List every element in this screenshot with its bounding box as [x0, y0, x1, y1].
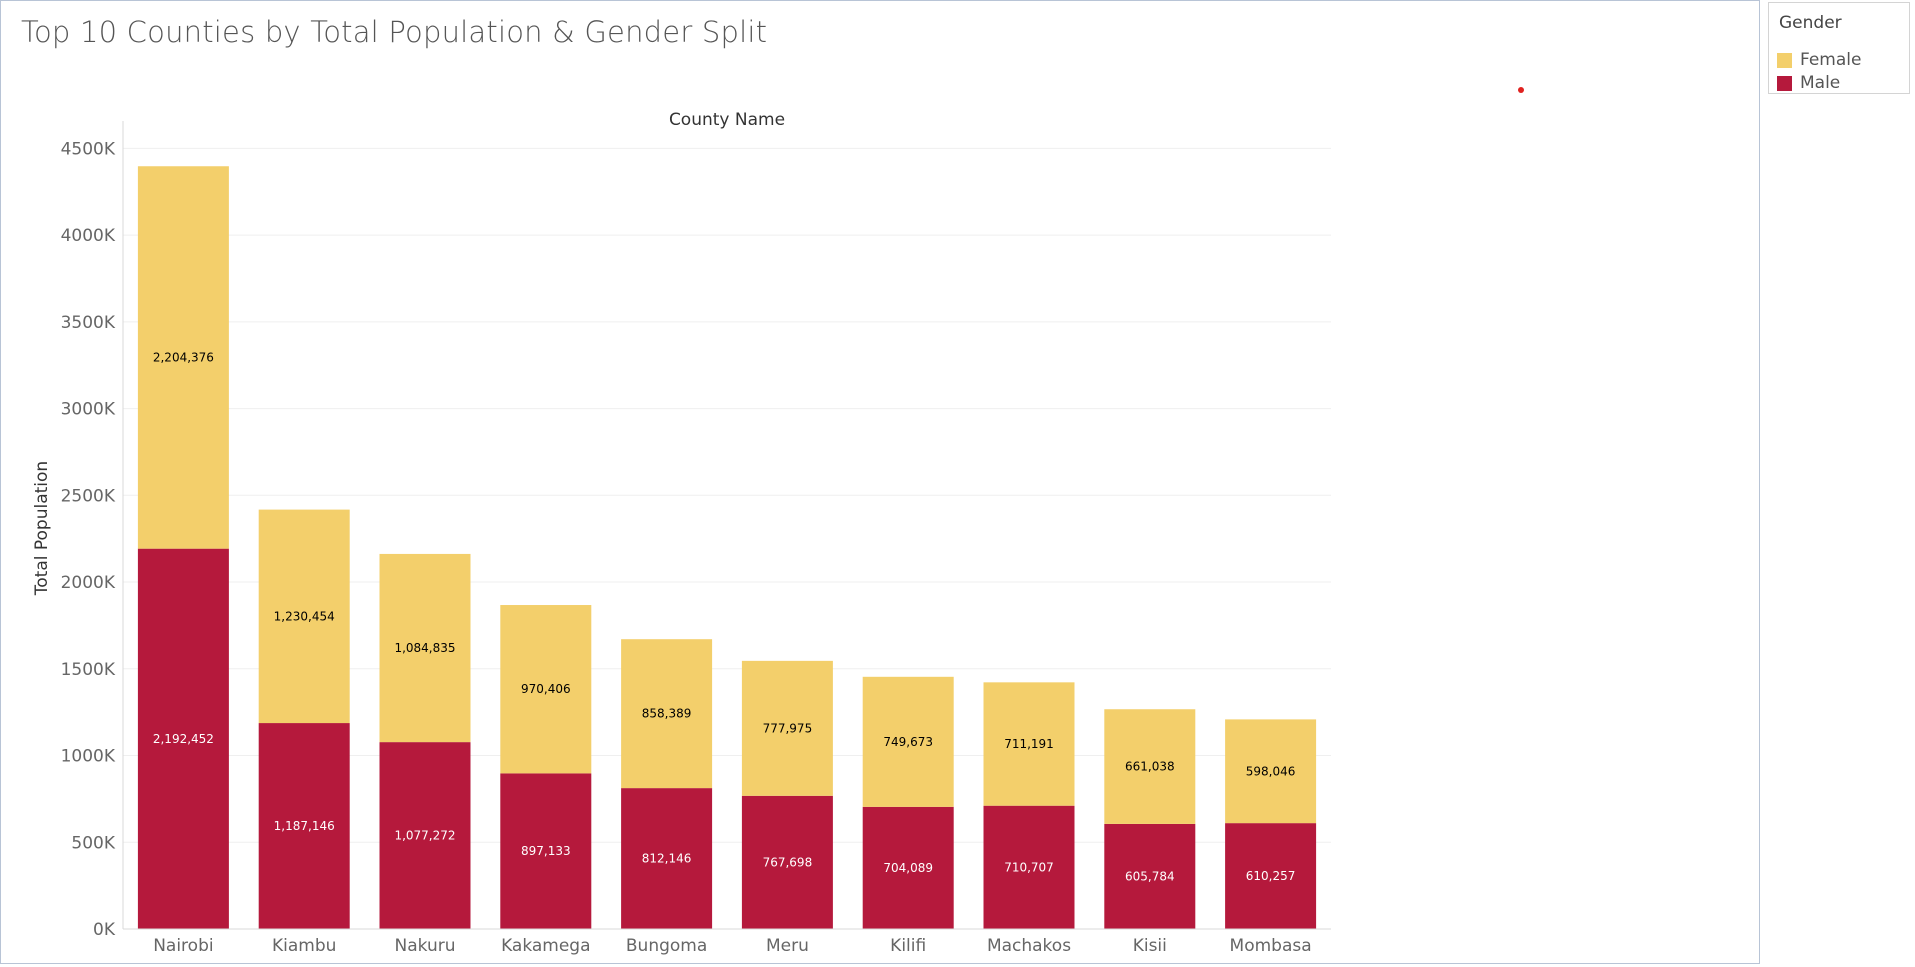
data-label: 711,191: [1004, 737, 1054, 751]
legend-label-male: Male: [1800, 73, 1841, 93]
y-tick-label: 4000K: [61, 226, 116, 246]
bar-female-nakuru[interactable]: [379, 553, 471, 743]
x-tick-label: Kakamega: [501, 936, 590, 956]
bar-female-kiambu[interactable]: [258, 509, 350, 724]
data-label: 2,192,452: [153, 732, 214, 746]
chart-title: Top 10 Counties by Total Population & Ge…: [21, 15, 768, 49]
x-tick-label: Nakuru: [395, 936, 456, 956]
data-label: 970,406: [521, 682, 571, 696]
bars: [137, 166, 1317, 929]
y-tick-label: 500K: [71, 833, 115, 853]
bar-male-nairobi[interactable]: [137, 548, 229, 929]
data-label: 661,038: [1125, 760, 1175, 774]
bar-female-machakos[interactable]: [983, 682, 1075, 806]
data-labels: 2,192,452 2,204,376 1,187,146 1,230,454 1,07…: [153, 350, 1296, 883]
bar-female-kakamega[interactable]: [500, 605, 592, 774]
bar-female-mombasa[interactable]: [1225, 719, 1317, 824]
data-label: 767,698: [763, 855, 813, 869]
bar-male-kilifi[interactable]: [862, 806, 954, 929]
data-label: 1,084,835: [394, 641, 455, 655]
bar-male-mombasa[interactable]: [1225, 823, 1317, 929]
y-tick-label: 3000K: [61, 400, 116, 420]
legend-label-female: Female: [1800, 50, 1862, 70]
data-label: 1,187,146: [274, 819, 335, 833]
data-label: 749,673: [883, 735, 933, 749]
data-label: 605,784: [1125, 869, 1175, 883]
data-label: 598,046: [1246, 764, 1296, 778]
y-tick-label: 4500K: [61, 139, 116, 159]
x-axis-title: County Name: [669, 110, 785, 130]
bar-male-meru[interactable]: [741, 795, 833, 929]
bar-male-kiambu[interactable]: [258, 723, 350, 929]
axes: 0K 500K 1000K 1500K 2000K 2500K 3000K 3500K 4000…: [32, 110, 1331, 956]
data-label: 812,146: [642, 852, 692, 866]
data-label: 1,077,272: [394, 829, 455, 843]
data-label: 777,975: [763, 721, 813, 735]
data-label: 610,257: [1246, 869, 1296, 883]
y-tick-label: 0K: [93, 920, 116, 940]
data-label: 710,707: [1004, 860, 1054, 874]
data-label: 858,389: [642, 707, 692, 721]
female-swatch: [1777, 52, 1792, 68]
x-tick-label: Meru: [766, 936, 809, 956]
x-tick-label: Kilifi: [890, 936, 926, 956]
data-label: 897,133: [521, 844, 571, 858]
x-tick-label: Bungoma: [626, 936, 707, 956]
y-tick-label: 2500K: [61, 486, 116, 506]
bar-female-kilifi[interactable]: [862, 676, 954, 807]
y-tick-label: 1000K: [61, 747, 116, 767]
legend-item-male[interactable]: Male: [1777, 72, 1840, 94]
y-tick-label: 2000K: [61, 573, 116, 593]
bar-female-nairobi[interactable]: [137, 166, 229, 549]
bar-male-kisii[interactable]: [1104, 823, 1196, 929]
bar-male-kakamega[interactable]: [500, 773, 592, 929]
legend-title: Gender: [1779, 13, 1842, 33]
y-tick-label: 3500K: [61, 313, 116, 333]
bar-chart: 2,192,452 2,204,376 1,187,146 1,230,454 1,07…: [32, 110, 1331, 956]
bar-female-meru[interactable]: [741, 660, 833, 796]
legend-item-female[interactable]: Female: [1777, 49, 1861, 71]
x-tick-label: Nairobi: [153, 936, 213, 956]
data-label: 1,230,454: [274, 609, 335, 623]
data-label: 704,089: [883, 861, 933, 875]
y-axis-title: Total Population: [32, 461, 52, 596]
data-label: 2,204,376: [153, 350, 214, 364]
viz-frame: Top 10 Counties by Total Population & Ge…: [0, 0, 1760, 964]
x-tick-label: Kisii: [1133, 936, 1167, 956]
x-tick-label: Mombasa: [1230, 936, 1312, 956]
male-swatch: [1777, 75, 1792, 91]
red-marker-dot: [1518, 87, 1524, 93]
y-tick-label: 1500K: [61, 660, 116, 680]
bar-female-bungoma[interactable]: [621, 639, 713, 789]
x-tick-label: Machakos: [987, 936, 1071, 956]
bar-male-bungoma[interactable]: [621, 788, 713, 929]
legend[interactable]: Gender Female Male: [1768, 2, 1910, 94]
bar-female-kisii[interactable]: [1104, 709, 1196, 824]
bar-male-nakuru[interactable]: [379, 742, 471, 929]
bar-male-machakos[interactable]: [983, 805, 1075, 929]
x-tick-label: Kiambu: [272, 936, 336, 956]
